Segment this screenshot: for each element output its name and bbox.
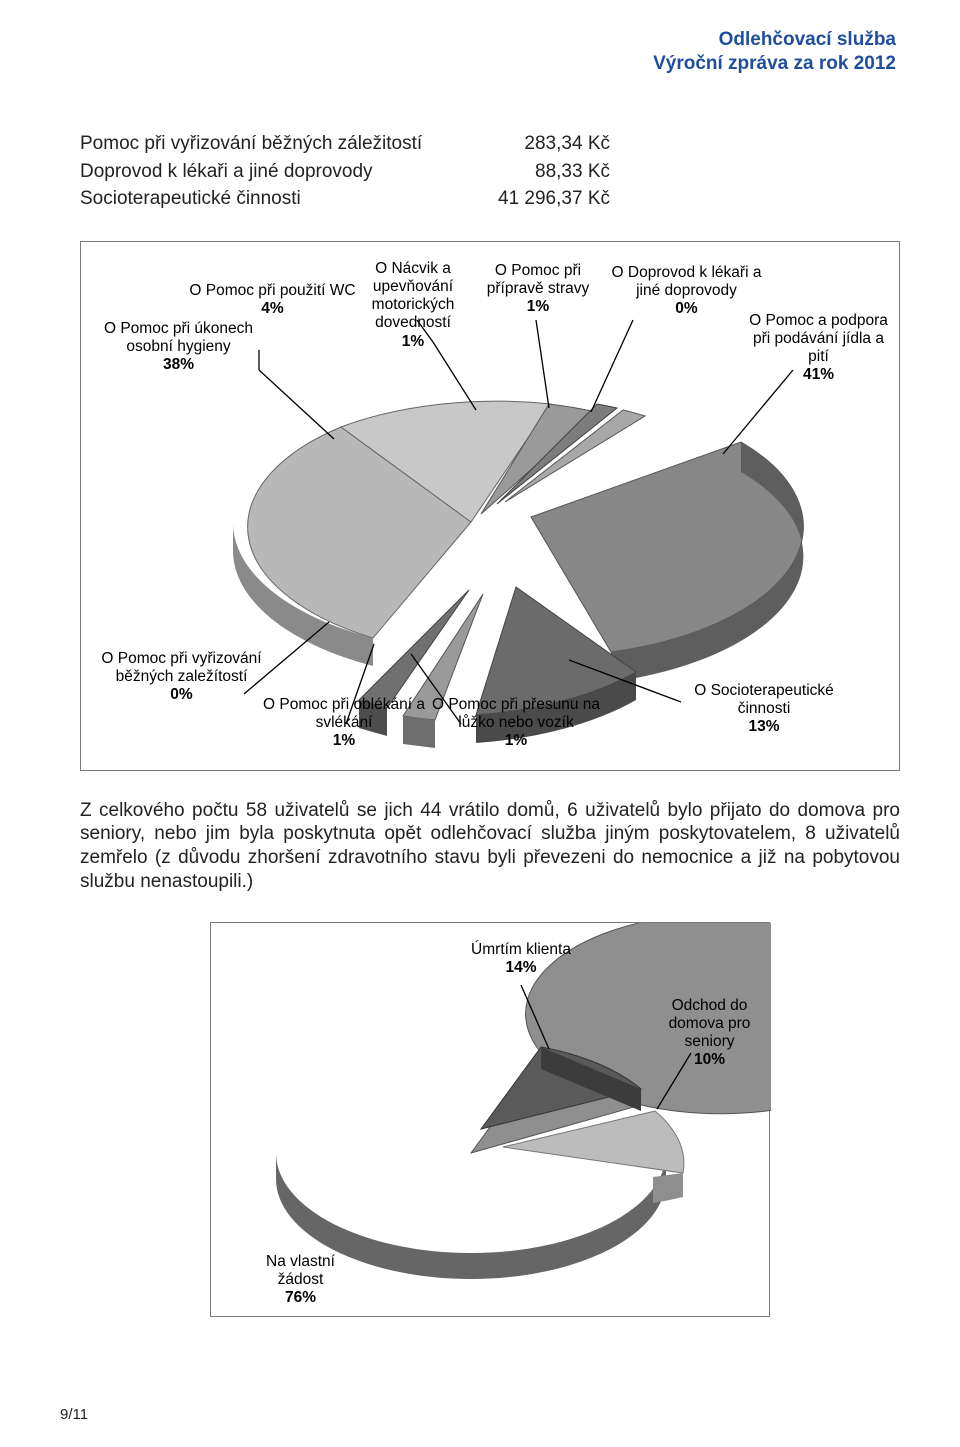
slice-label-doprovod: O Doprovod k lékaři a jiné doprovody 0% <box>599 264 774 319</box>
header-line2: Výroční zpráva za rok 2012 <box>653 52 896 76</box>
slice-label-strava: O Pomoc při přípravě stravy 1% <box>469 262 607 317</box>
cost-label: Socioterapeutické činnosti <box>80 185 470 213</box>
slice-label-jidlo: O Pomoc a podpora při podávání jídla a p… <box>741 312 896 385</box>
slice-label-oblekani: O Pomoc při oblékání a svlékání 1% <box>249 696 439 751</box>
slice2-zadost: Na vlastní žádost 76% <box>243 1253 358 1308</box>
slice2-umrtim: Úmrtím klienta 14% <box>446 941 596 978</box>
cost-value: 41 296,37 Kč <box>470 185 610 213</box>
header-line1: Odlehčovací služba <box>653 28 896 52</box>
page-header: Odlehčovací služba Výroční zpráva za rok… <box>653 28 896 76</box>
slice-label-wc: O Pomoc při použití WC 4% <box>185 282 360 319</box>
table-row: Socioterapeutické činnosti 41 296,37 Kč <box>80 185 900 213</box>
slice-label-presun: O Pomoc při přesunu na lůžko nebo vozík … <box>421 696 611 751</box>
services-pie-chart: O Pomoc při použití WC 4% O Pomoc při úk… <box>80 241 900 771</box>
page-number: 9/11 <box>60 1406 88 1423</box>
slice-label-motor: O Nácvik a upevňování motorických dovedn… <box>349 260 477 351</box>
outcome-pie-chart: Úmrtím klienta 14% Odchod do domova pro … <box>210 922 770 1317</box>
slice-label-bezne: O Pomoc při vyřizování běžných zaležítos… <box>99 650 264 705</box>
table-row: Pomoc při vyřizování běžných záležitostí… <box>80 130 900 158</box>
cost-value: 88,33 Kč <box>470 158 610 186</box>
cost-label: Doprovod k lékaři a jiné doprovody <box>80 158 470 186</box>
cost-value: 283,34 Kč <box>470 130 610 158</box>
table-row: Doprovod k lékaři a jiné doprovody 88,33… <box>80 158 900 186</box>
slice-label-socio: O Socioterapeutické činnosti 13% <box>669 682 859 737</box>
cost-label: Pomoc při vyřizování běžných záležitostí <box>80 130 470 158</box>
cost-table: Pomoc při vyřizování běžných záležitostí… <box>80 130 900 213</box>
slice-label-hygiena: O Pomoc při úkonech osobní hygieny 38% <box>91 320 266 375</box>
slice2-odchod: Odchod do domova pro seniory 10% <box>657 997 762 1070</box>
body-paragraph: Z celkového počtu 58 uživatelů se jich 4… <box>80 799 900 894</box>
